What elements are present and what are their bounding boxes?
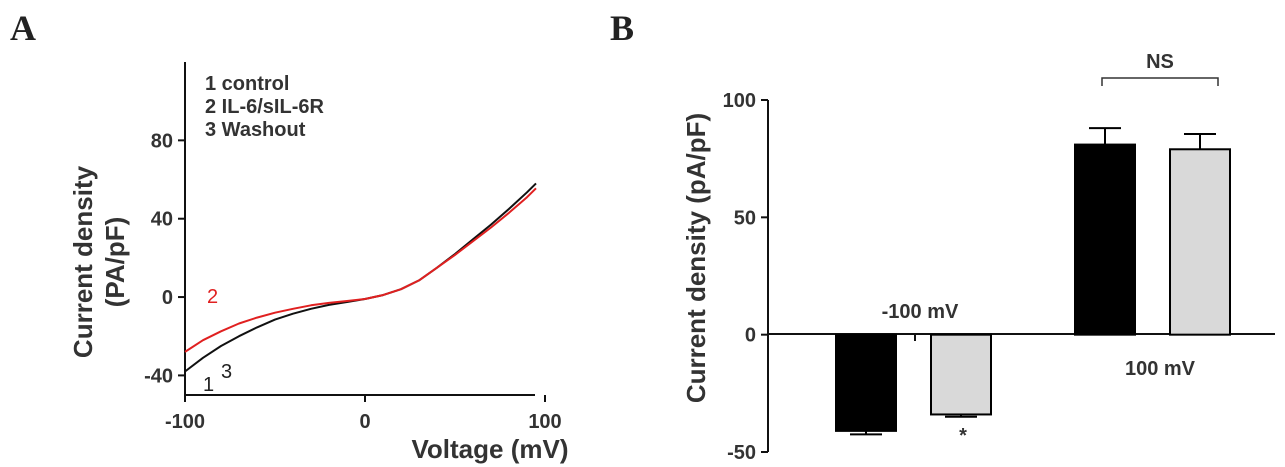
y-ticks: -40 0 40 80 xyxy=(144,130,185,387)
x-tick-label: 100 xyxy=(528,411,561,433)
x-ticks: -100 0 100 xyxy=(165,395,562,433)
series-line-1 xyxy=(184,182,537,373)
y-tick-label: -50 xyxy=(727,442,756,464)
curve-label-1: 1 xyxy=(203,374,214,396)
significance-asterisk: * xyxy=(959,425,967,447)
y-tick-label: 0 xyxy=(162,287,173,309)
y-tick-label: 50 xyxy=(734,207,756,229)
panel-b-letter: B xyxy=(610,8,634,48)
y-tick-label: -40 xyxy=(144,365,173,387)
bar xyxy=(930,333,992,416)
curve-label-3: 3 xyxy=(221,361,232,383)
bars xyxy=(835,127,1231,436)
category-label-neg100: -100 mV xyxy=(882,301,959,323)
y-tick-label: 0 xyxy=(745,325,756,347)
bar xyxy=(1074,143,1136,336)
ns-bracket xyxy=(1101,77,1219,86)
y-axis-title-line1: Current density xyxy=(68,165,98,358)
y-tick-label: 80 xyxy=(151,130,173,152)
y-tick-label: 100 xyxy=(723,90,756,112)
x-tick-label: -100 xyxy=(165,411,205,433)
panel-a-letter: A xyxy=(10,8,36,48)
legend-entry-control: 1 control xyxy=(205,73,289,95)
y-tick-label: 40 xyxy=(151,209,173,231)
x-axis-title: Voltage (mV) xyxy=(412,434,569,464)
x-tick-label: 0 xyxy=(359,411,370,433)
bar xyxy=(1169,148,1231,336)
y-axis-title-line2: (PA/pF) xyxy=(100,217,130,308)
ns-label: NS xyxy=(1146,51,1174,73)
series-line-2 xyxy=(184,187,537,353)
bar xyxy=(835,333,897,432)
iv-curve-chart: -40 0 40 80 -100 0 100 1 control 2 IL-6/sIL-6… xyxy=(68,62,568,464)
legend-entry-washout: 3 Washout xyxy=(205,119,306,141)
y-axis-title: Current density (pA/pF) xyxy=(681,113,711,403)
curve-label-2: 2 xyxy=(207,286,218,308)
y-ticks: -50 0 50 100 xyxy=(723,90,768,464)
series-lines xyxy=(184,182,537,373)
category-label-100: 100 mV xyxy=(1125,358,1196,380)
bar-chart: -50 0 50 100 -100 mV 100 mV * NS Current de… xyxy=(681,51,1275,464)
legend-entry-il6: 2 IL-6/sIL-6R xyxy=(205,96,324,118)
